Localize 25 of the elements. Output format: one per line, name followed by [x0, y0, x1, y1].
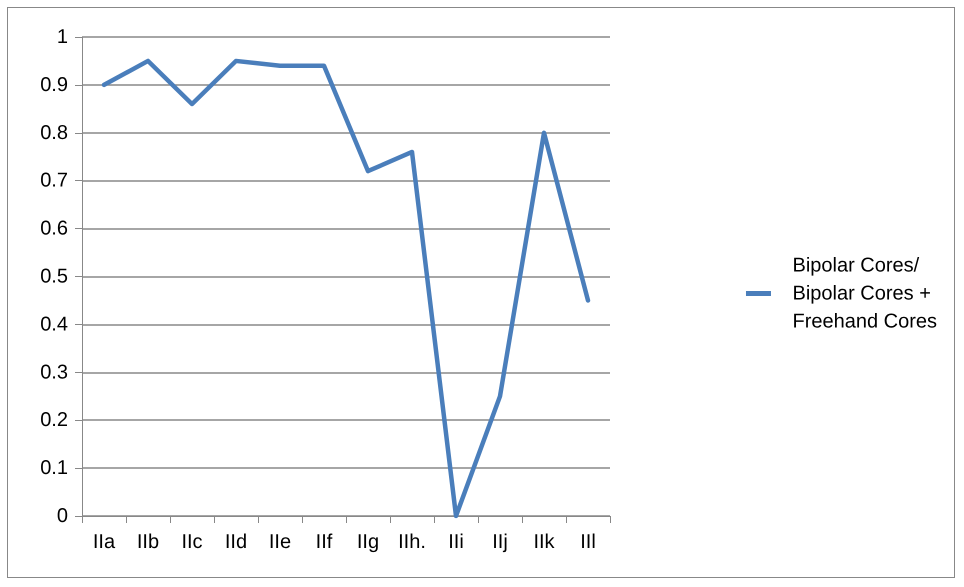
y-tick-label: 0.9	[40, 74, 68, 96]
x-tick-label: IIh.	[398, 531, 426, 553]
y-tick-label: 0.7	[40, 170, 68, 192]
x-tick-label: IIc	[181, 531, 203, 553]
legend-label: Bipolar Cores/Bipolar Cores + Freehand Cores	[792, 254, 938, 332]
x-tick-label: IIa	[92, 531, 116, 553]
x-tick-label: IIg	[356, 531, 380, 553]
x-tick-label: IIi	[448, 531, 464, 553]
x-tick-label: IIf	[316, 531, 333, 553]
y-tick-label: 0.8	[40, 122, 68, 144]
y-tick-label: 0	[56, 505, 68, 527]
y-tick-label: 1	[56, 26, 68, 48]
line-series	[102, 58, 590, 518]
y-tick-label: 0.3	[40, 361, 68, 384]
y-tick-label: 0.6	[40, 218, 68, 240]
y-tick-label: 0.1	[40, 457, 68, 480]
y-tick-label: 0.2	[40, 409, 68, 432]
x-tick-label: IIj	[492, 531, 508, 553]
y-tick-label: 0.5	[40, 266, 68, 288]
x-tick-label: IIk	[533, 531, 556, 553]
x-tick-label: IIl	[580, 531, 596, 553]
x-tick-label: IIb	[136, 531, 160, 553]
x-tick-label: IIe	[268, 531, 292, 553]
x-tick-label: IId	[224, 531, 248, 553]
y-tick-label: 0.4	[40, 313, 68, 336]
